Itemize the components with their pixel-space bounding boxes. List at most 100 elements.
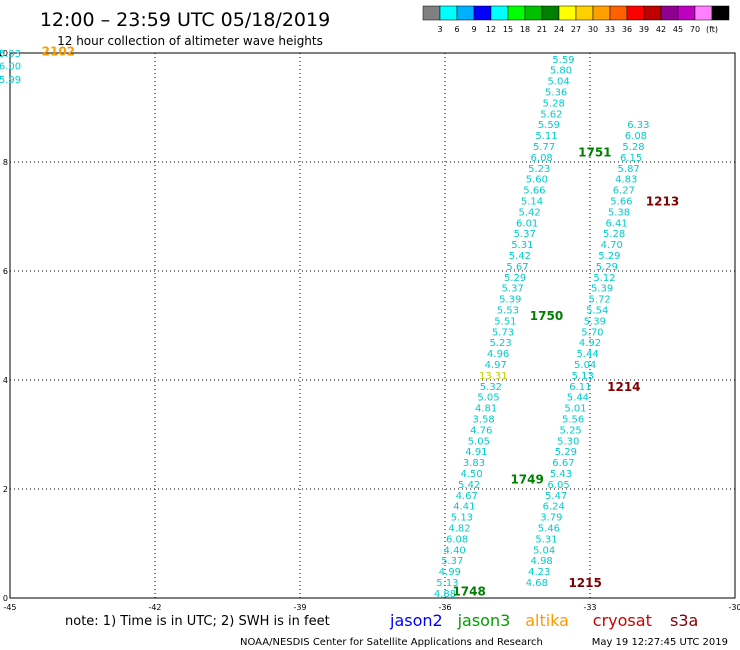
- swh-value: 5.28: [603, 229, 625, 240]
- swh-value: 4.41: [453, 502, 475, 513]
- swh-value: 5.31: [511, 240, 533, 251]
- color-swatch: [422, 5, 441, 21]
- swh-value: 5.87: [618, 164, 640, 175]
- swh-value: 5.53: [497, 306, 519, 317]
- swh-value: 6.27: [613, 186, 635, 197]
- swh-value: 5.04: [574, 360, 596, 371]
- swh-value: 6.33: [627, 120, 649, 131]
- swh-value: 5.25: [560, 425, 582, 436]
- time-label: 1214: [607, 380, 640, 394]
- legend-jason2: jason2: [389, 611, 443, 630]
- color-scale-label: 36: [622, 25, 632, 34]
- swh-value: 5.39: [584, 316, 606, 327]
- swh-value: 5.01: [564, 404, 586, 415]
- swh-value: 5.59: [538, 120, 560, 131]
- satellite-tracks: 5.936.005.99 4.885.134.995.374.406.084.82…: [0, 49, 649, 600]
- swh-value: 5.56: [562, 415, 584, 426]
- swh-value: 5.38: [608, 207, 630, 218]
- swh-value: 5.43: [550, 469, 572, 480]
- color-scale-label: (ft): [706, 25, 718, 34]
- swh-value: 5.66: [610, 197, 632, 208]
- swh-value: 5.36: [545, 88, 567, 99]
- x-tick-label: -36: [438, 603, 451, 612]
- color-swatch: [643, 5, 662, 21]
- swh-value: 5.62: [540, 109, 562, 120]
- color-scale-label: 3: [437, 25, 442, 34]
- swh-value: 5.73: [492, 327, 514, 338]
- color-swatch: [524, 5, 543, 21]
- swh-value: 3.83: [463, 458, 485, 469]
- swh-value: 5.04: [533, 545, 555, 556]
- legend-altika: altika: [525, 611, 569, 630]
- swh-value: 5.42: [458, 480, 480, 491]
- swh-value: 5.32: [480, 382, 502, 393]
- x-tick-label: -33: [583, 603, 596, 612]
- map-frame: [9, 52, 736, 599]
- swh-value: 4.67: [456, 491, 478, 502]
- swh-value: 5.77: [533, 142, 555, 153]
- swh-value: 5.54: [586, 306, 608, 317]
- track-t1748: 5.936.00 5.99: [0, 49, 21, 86]
- swh-value: 6.08: [625, 131, 647, 142]
- swh-value: 5.30: [557, 436, 579, 447]
- swh-value: 5.29: [555, 447, 577, 458]
- y-tick-label: 2: [3, 485, 8, 494]
- color-swatch: [490, 5, 509, 21]
- swh-value: 5.29: [596, 262, 618, 273]
- swh-value: 5.28: [543, 98, 565, 109]
- swh-value: 3.79: [540, 513, 562, 524]
- x-tick-label: -30: [728, 603, 740, 612]
- legend-jason3: jason3: [457, 611, 511, 630]
- swh-value: 4.97: [485, 360, 507, 371]
- color-swatch: [575, 5, 594, 21]
- swh-value: 5.42: [509, 251, 531, 262]
- swh-value: 5.05: [477, 393, 499, 404]
- axis-ticks: -45 -42 -39 -36 -33 -30 0 2 4 6 8 10: [0, 49, 740, 612]
- swh-value: 6.11: [569, 382, 591, 393]
- swh-value: 5.13: [451, 513, 473, 524]
- swh-value: 5.60: [526, 175, 548, 186]
- color-scale-label: 21: [537, 25, 547, 34]
- swh-value: 4.76: [470, 425, 492, 436]
- time-label: 1751: [578, 146, 611, 160]
- swh-value: 4.92: [579, 338, 601, 349]
- swh-value: 5.28: [622, 142, 644, 153]
- swh-value: 6.01: [516, 218, 538, 229]
- color-swatch: [507, 5, 526, 21]
- color-swatch: [660, 5, 679, 21]
- swh-value: 6.41: [605, 218, 627, 229]
- swh-value: 5.46: [538, 524, 560, 535]
- time-label: 1748: [452, 584, 485, 598]
- swh-value: 5.05: [468, 436, 490, 447]
- swh-value: 5.29: [598, 251, 620, 262]
- y-tick-label: 8: [3, 158, 8, 167]
- swh-value: 5.31: [535, 534, 557, 545]
- time-label: 1749: [510, 473, 543, 487]
- swh-value: 5.37: [441, 556, 463, 567]
- time-labels: 2102 1748 1749 1750 1751 1213 1214 1215: [42, 45, 680, 599]
- swh-value: 5.29: [504, 273, 526, 284]
- color-swatch: [439, 5, 458, 21]
- time-label: 1215: [568, 576, 601, 590]
- satellite-legend: jason2 jason3 altika cryosat s3a: [389, 611, 698, 630]
- color-scale-label: 9: [471, 25, 476, 34]
- swh-value: 5.42: [518, 207, 540, 218]
- swh-value: 5.47: [545, 491, 567, 502]
- track-tA: 4.885.134.995.374.406.084.825.134.414.67…: [434, 55, 575, 600]
- y-tick-label: 0: [3, 594, 8, 603]
- swh-value: 5.44: [567, 393, 589, 404]
- page-subtitle: 12 hour collection of altimeter wave hei…: [57, 34, 323, 48]
- footer-credit: NOAA/NESDIS Center for Satellite Applica…: [240, 637, 543, 648]
- y-tick-label: 10: [0, 49, 8, 58]
- swh-value: 6.15: [620, 153, 642, 164]
- color-scale-label: 15: [503, 25, 513, 34]
- color-swatch: [558, 5, 577, 21]
- swh-value: 4.83: [615, 175, 637, 186]
- color-scale-label: 39: [639, 25, 649, 34]
- swh-value: 4.96: [487, 349, 509, 360]
- color-swatch: [592, 5, 611, 21]
- time-label: 2102: [42, 45, 75, 59]
- swh-value: 4.50: [460, 469, 482, 480]
- time-label: 1750: [530, 309, 563, 323]
- swh-value: 5.67: [506, 262, 528, 273]
